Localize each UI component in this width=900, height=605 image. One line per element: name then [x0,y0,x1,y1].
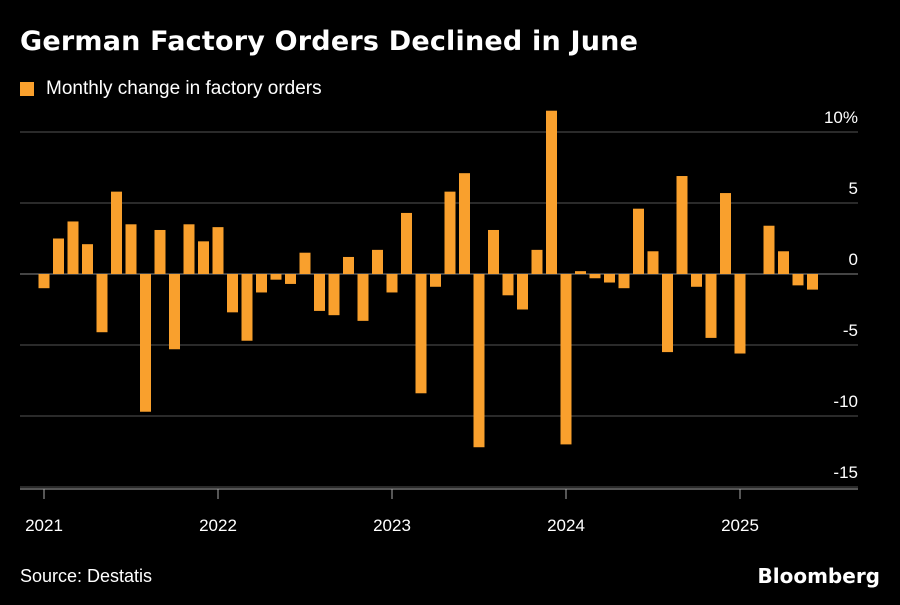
x-tick-label: 2023 [373,516,411,535]
bar-2023-04 [430,274,441,287]
bar-2023-06 [459,173,470,274]
bar-2023-08 [488,229,499,274]
bar-2023-12 [546,110,557,274]
bar-2023-05 [444,191,456,274]
bar-2022-10 [343,256,354,274]
bar-2021-08 [140,274,151,412]
bar-2025-05 [792,274,804,286]
source-note: Source: Destatis [20,566,153,586]
bar-2022-08 [314,274,325,311]
bar-2023-07 [473,274,485,448]
bar-2021-01 [38,274,50,289]
y-tick-label: -10 [833,392,858,411]
bar-2023-11 [531,249,543,274]
bar-2025-04 [778,251,789,274]
y-tick-label: 5 [849,179,858,198]
bar-2022-09 [328,274,340,316]
bar-2024-08 [662,274,673,353]
bar-2021-11 [183,224,195,274]
bar-layer [38,110,818,448]
bar-2024-12 [720,193,731,274]
bar-2023-02 [401,212,412,274]
x-tick-label: 2025 [721,516,759,535]
bar-2025-03 [763,225,775,274]
bar-2024-10 [691,274,702,287]
bar-2021-06 [111,191,122,274]
bar-2023-03 [415,274,427,394]
bar-2024-05 [618,274,630,289]
bar-2021-03 [67,221,79,274]
legend-label: Monthly change in factory orders [46,78,322,99]
bar-2025-01 [734,274,746,354]
bar-2024-03 [589,274,601,279]
y-tick-label: 0 [849,250,858,269]
bar-2024-07 [647,251,659,274]
y-tick-label: 10% [824,108,858,127]
x-tick-label: 2024 [547,516,585,535]
y-tick-label: -5 [843,321,858,340]
bar-2024-01 [560,274,572,445]
legend: Monthly change in factory orders [20,78,322,100]
axis-layer: 10% 5 0 -5 -10 -15 2021 2022 2023 2024 2025 [20,108,858,535]
bar-2021-10 [169,274,180,350]
x-tick-label: 2022 [199,516,237,535]
bar-2022-06 [285,274,296,284]
bar-2022-12 [372,249,383,274]
bar-2022-05 [270,274,282,280]
bar-2021-02 [53,238,64,274]
x-tick-label: 2021 [25,516,63,535]
bar-2022-02 [227,274,238,313]
bar-2021-07 [125,224,137,274]
bar-2022-07 [299,252,311,274]
bar-2024-02 [575,271,586,274]
bar-2023-10 [517,274,528,310]
bar-2022-03 [241,274,253,341]
bar-2021-09 [154,229,166,274]
bar-2021-12 [198,241,209,274]
bar-2023-01 [386,274,398,293]
bar-2024-06 [633,208,644,274]
chart-title: German Factory Orders Declined in June [20,26,639,57]
bar-2023-09 [502,274,514,296]
bar-2022-11 [357,274,369,321]
bar-2021-04 [82,244,93,274]
legend-swatch [20,82,34,96]
bar-2024-11 [705,274,717,338]
y-tick-label: -15 [833,463,858,482]
brand-logo: Bloomberg [757,564,880,588]
bar-2022-04 [256,274,267,293]
bar-2024-04 [604,274,615,283]
bar-2024-09 [676,176,688,274]
bar-2025-06 [807,274,818,290]
bar-2022-01 [212,227,224,274]
bar-2021-05 [96,274,108,333]
